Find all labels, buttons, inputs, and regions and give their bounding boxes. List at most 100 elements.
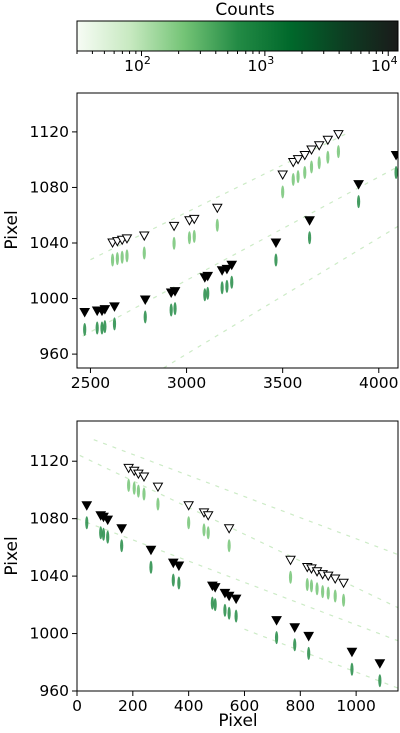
y-tick-label: 1040 xyxy=(30,567,69,585)
open-triangle-marker xyxy=(287,157,299,168)
filled-triangle-marker xyxy=(304,216,315,226)
line-emission-spot xyxy=(192,229,196,243)
line-emission-spot xyxy=(187,516,191,530)
line-emission-spot xyxy=(215,218,219,232)
filled-triangle-marker xyxy=(145,545,157,556)
line-emission-spot xyxy=(206,286,210,300)
line-emission-spot xyxy=(303,166,307,179)
filled-triangle-marker xyxy=(221,264,233,275)
open-triangle-marker xyxy=(292,155,304,165)
colorbar xyxy=(76,20,399,52)
line-emission-spot xyxy=(202,523,206,537)
open-triangle-marker xyxy=(313,141,325,151)
open-triangle-marker xyxy=(306,145,317,155)
line-emission-spot xyxy=(341,593,346,607)
bottom-axes-frame xyxy=(76,420,399,692)
line-emission-spot xyxy=(220,281,224,295)
x-tick-label: 0 xyxy=(72,697,82,715)
filled-triangle-marker xyxy=(202,271,214,282)
filled-triangle-marker xyxy=(99,305,111,315)
line-emission-spot xyxy=(132,481,136,495)
line-emission-spot xyxy=(326,586,330,600)
top-panel: 2500 3000 3500 4000 960 1000 1040 1080 1120 Pixe… xyxy=(2,92,399,392)
line-emission-spot xyxy=(210,596,214,610)
x-tick-label: 400 xyxy=(174,697,204,715)
bottom-markers xyxy=(81,463,386,688)
y-tick-label: 1120 xyxy=(30,123,69,141)
colorbar-tick-label: 102 xyxy=(124,54,151,75)
line-emission-spot xyxy=(177,576,181,590)
line-emission-spot xyxy=(213,598,217,612)
line-emission-spot xyxy=(230,275,234,289)
x-tick-label: 1000 xyxy=(336,697,375,715)
y-tick-label: 1040 xyxy=(30,234,69,252)
y-tick-label: 1080 xyxy=(30,178,69,196)
filled-triangle-marker xyxy=(109,302,120,312)
filled-triangle-marker xyxy=(226,260,238,271)
line-emission-spot xyxy=(315,582,319,596)
filled-triangle-marker xyxy=(271,616,282,626)
filled-triangle-marker xyxy=(79,307,91,318)
line-emission-spot xyxy=(169,303,173,317)
filled-triangle-marker xyxy=(374,659,386,669)
bottom-ticks: 0 200 400 600 800 1000 960 1000 1040 1080 1120 xyxy=(30,452,376,715)
open-triangle-marker xyxy=(152,482,164,493)
top-markers xyxy=(79,130,398,336)
line-emission-spot xyxy=(103,320,107,334)
open-triangle-marker xyxy=(223,524,235,534)
line-emission-spot xyxy=(120,250,124,264)
line-emission-spot xyxy=(112,317,117,331)
line-emission-spot xyxy=(307,646,311,660)
line-emission-spot xyxy=(206,526,210,540)
open-triangle-marker xyxy=(183,501,195,511)
line-emission-spot xyxy=(187,231,192,245)
line-emission-spot xyxy=(356,195,361,209)
line-emission-spot xyxy=(99,526,103,540)
open-triangle-marker xyxy=(202,511,214,521)
open-triangle-marker xyxy=(329,574,341,584)
line-emission-spot xyxy=(291,172,295,186)
line-emission-spot xyxy=(234,609,238,623)
order-trace xyxy=(77,518,398,642)
line-emission-spot xyxy=(85,516,89,530)
line-emission-spot xyxy=(309,579,314,593)
line-emission-spot xyxy=(394,166,398,179)
x-tick-label: 3000 xyxy=(167,374,206,392)
line-emission-spot xyxy=(288,570,293,584)
y-tick-label: 960 xyxy=(39,345,69,363)
line-emission-spot xyxy=(227,606,231,620)
line-emission-spot xyxy=(293,638,297,652)
line-emission-spot xyxy=(95,321,99,335)
bottom-xlabel: Pixel xyxy=(218,711,257,731)
line-emission-spot xyxy=(125,249,129,263)
line-emission-spot xyxy=(142,487,146,501)
filled-triangle-marker xyxy=(289,623,301,633)
line-emission-spot xyxy=(156,497,160,511)
order-trace xyxy=(93,439,398,556)
filled-triangle-marker xyxy=(209,583,221,593)
y-tick-label: 1080 xyxy=(30,510,69,528)
line-emission-spot xyxy=(350,662,354,676)
top-ticks: 2500 3000 3500 4000 960 1000 1040 1080 1120 xyxy=(30,123,399,392)
filled-triangle-marker xyxy=(116,524,128,534)
filled-triangle-marker xyxy=(346,647,358,658)
colorbar-ticks: 102 103 104 xyxy=(76,51,398,75)
line-emission-spot xyxy=(149,560,153,574)
line-emission-spot xyxy=(274,253,278,267)
order-trace xyxy=(244,628,398,689)
line-emission-spot xyxy=(321,585,325,599)
x-tick-label: 2500 xyxy=(71,374,110,392)
open-triangle-marker xyxy=(299,151,311,161)
line-emission-spot xyxy=(101,527,106,541)
open-triangle-marker xyxy=(138,472,150,483)
y-tick-label: 1120 xyxy=(30,452,69,470)
colorbar-label: Counts xyxy=(215,0,274,20)
y-tick-label: 1000 xyxy=(30,290,69,308)
bottom-ylabel: Pixel xyxy=(2,536,22,575)
bottom-panel: 0 200 400 600 800 1000 960 1000 1040 1080 1120 Pix… xyxy=(2,420,399,731)
x-tick-label: 3500 xyxy=(263,374,302,392)
colorbar-tick-label: 104 xyxy=(371,54,398,75)
line-emission-spot xyxy=(281,185,285,199)
line-emission-spot xyxy=(305,577,309,591)
